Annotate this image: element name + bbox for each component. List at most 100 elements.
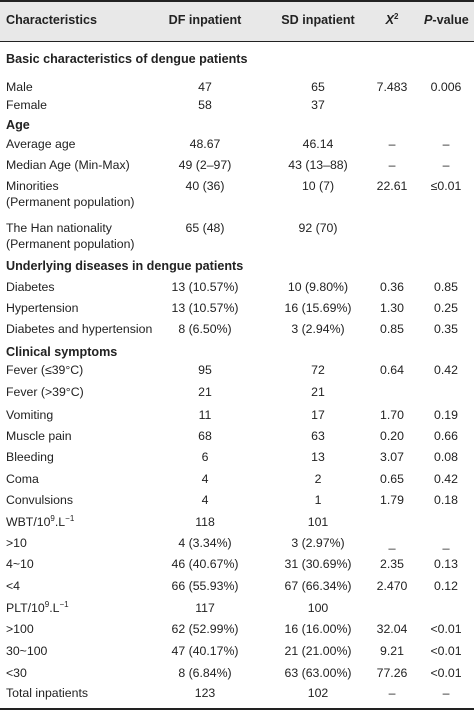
- df-inpatient-cell: 68: [198, 429, 212, 443]
- df-inpatient-cell: 47: [198, 80, 212, 94]
- df-inpatient-cell: 117: [195, 601, 215, 615]
- df-inpatient-cell: 4: [201, 472, 209, 486]
- p-value-cell: <0.01: [430, 644, 462, 658]
- p-value-cell: 0.19: [434, 408, 458, 422]
- df-inpatient-cell: 11: [198, 408, 212, 422]
- df-inpatient-cell: 118: [195, 515, 215, 529]
- row-label: Diabetes: [6, 280, 55, 294]
- row-label-unit-exponent: −1: [65, 513, 75, 523]
- sd-inpatient-cell: 3 (2.97%): [291, 536, 345, 550]
- row-label: The Han nationality (Permanent population…: [6, 220, 135, 252]
- row-label: <4: [6, 579, 21, 593]
- df-inpatient-cell: 13 (10.57%): [171, 301, 239, 315]
- chi-square-cell: 22.61: [376, 179, 408, 193]
- p-value-cell: 0.35: [434, 322, 458, 336]
- sd-inpatient-cell: 63 (63.00%): [284, 666, 352, 680]
- sd-inpatient-cell: 16 (16.00%): [284, 622, 352, 636]
- df-inpatient-cell: 95: [198, 363, 212, 377]
- row-label-line2: (Permanent population): [6, 237, 135, 251]
- row-label-text: WBT/10: [6, 515, 51, 529]
- df-inpatient-cell: 62 (52.99%): [171, 622, 239, 636]
- sd-inpatient-cell: 72: [311, 363, 325, 377]
- table-header-rule: [0, 41, 474, 42]
- sd-inpatient-cell: 65: [311, 80, 325, 94]
- sd-inpatient-cell: 16 (15.69%): [284, 301, 352, 315]
- p-value-cell: –: [442, 137, 450, 151]
- df-inpatient-cell: 66 (55.93%): [171, 579, 239, 593]
- row-label: Muscle pain: [6, 429, 72, 443]
- row-label: Average age: [6, 137, 76, 151]
- p-value-cell: 0.42: [434, 472, 458, 486]
- sd-inpatient-cell: 2: [314, 472, 322, 486]
- p-value-cell: 0.006: [430, 80, 462, 94]
- row-label: Diabetes and hypertension: [6, 322, 153, 336]
- chi-square-cell: 32.04: [376, 622, 408, 636]
- header-p-value: P-value: [424, 12, 469, 29]
- table-bottom-rule: [0, 708, 474, 710]
- p-value-cell: –: [442, 686, 450, 700]
- row-label: Female: [6, 98, 48, 112]
- sd-inpatient-cell: 10 (7): [301, 179, 335, 193]
- chi-square-cell: 1.79: [380, 493, 404, 507]
- row-label-text: PLT/10: [6, 601, 45, 615]
- sd-inpatient-cell: 46.14: [302, 137, 334, 151]
- p-value-cell: 0.18: [434, 493, 458, 507]
- chi-square-cell: 1.70: [380, 408, 404, 422]
- row-label-unit-exponent: −1: [59, 599, 69, 609]
- row-label: Hypertension: [6, 301, 79, 315]
- sd-inpatient-cell: 43 (13–88): [288, 158, 348, 172]
- chi-square-cell: 7.483: [376, 80, 408, 94]
- chi-square-cell: 0.85: [380, 322, 404, 336]
- row-label: Median Age (Min-Max): [6, 158, 130, 172]
- df-inpatient-cell: 58: [198, 98, 212, 112]
- chi-square-cell: –: [388, 137, 396, 151]
- row-label: >100: [6, 622, 34, 636]
- row-label: 30~100: [6, 644, 48, 658]
- sd-inpatient-cell: 3 (2.94%): [291, 322, 345, 336]
- p-value-cell: –: [442, 158, 450, 172]
- row-label-line1: Minorities: [6, 179, 59, 193]
- header-df-inpatient: DF inpatient: [168, 13, 242, 27]
- table-top-rule: [0, 0, 474, 2]
- row-label-unit: .L: [54, 515, 66, 529]
- row-label-exponent: 9: [44, 599, 50, 609]
- row-label: Bleeding: [6, 450, 54, 464]
- chi-square-cell: –: [388, 158, 396, 172]
- section-title: Underlying diseases in dengue patients: [6, 259, 244, 273]
- section-title: Age: [6, 118, 30, 132]
- header-p-symbol: P: [424, 13, 433, 27]
- chi-square-cell: 0.20: [380, 429, 404, 443]
- chi-square-cell: 0.64: [380, 363, 404, 377]
- df-inpatient-cell: 40 (36): [185, 179, 225, 193]
- section-title: Clinical symptoms: [6, 345, 118, 359]
- header-chi-square: X2: [368, 12, 416, 29]
- sd-inpatient-cell: 67 (66.34%): [284, 579, 352, 593]
- chi-square-cell: 9.21: [380, 644, 404, 658]
- chi-square-cell: 0.36: [380, 280, 404, 294]
- p-value-cell: _: [442, 536, 450, 550]
- sd-inpatient-cell: 100: [307, 601, 329, 615]
- chi-square-cell: 3.07: [380, 450, 404, 464]
- header-characteristics: Characteristics: [6, 13, 98, 27]
- df-inpatient-cell: 49 (2–97): [178, 158, 232, 172]
- section-title: Basic characteristics of dengue patients: [6, 52, 248, 66]
- row-label-line1: The Han nationality: [6, 221, 112, 235]
- header-chi-symbol: X: [385, 13, 394, 27]
- p-value-cell: 0.08: [434, 450, 458, 464]
- p-value-cell: 0.85: [434, 280, 458, 294]
- df-inpatient-cell: 21: [198, 385, 212, 399]
- sd-inpatient-cell: 17: [311, 408, 325, 422]
- p-value-cell: <0.01: [430, 622, 462, 636]
- header-chi-exponent: 2: [393, 11, 399, 21]
- row-label: Total inpatients: [6, 686, 89, 700]
- row-label: PLT/109.L−1: [6, 600, 69, 617]
- row-label: Fever (≤39°C): [6, 363, 84, 377]
- row-label: >10: [6, 536, 27, 550]
- df-inpatient-cell: 6: [201, 450, 209, 464]
- chi-square-cell: 77.26: [376, 666, 408, 680]
- row-label: WBT/109.L−1: [6, 514, 74, 531]
- chi-square-cell: _: [388, 536, 396, 550]
- p-value-cell: 0.12: [434, 579, 458, 593]
- chi-square-cell: 2.35: [380, 557, 404, 571]
- df-inpatient-cell: 8 (6.84%): [178, 666, 232, 680]
